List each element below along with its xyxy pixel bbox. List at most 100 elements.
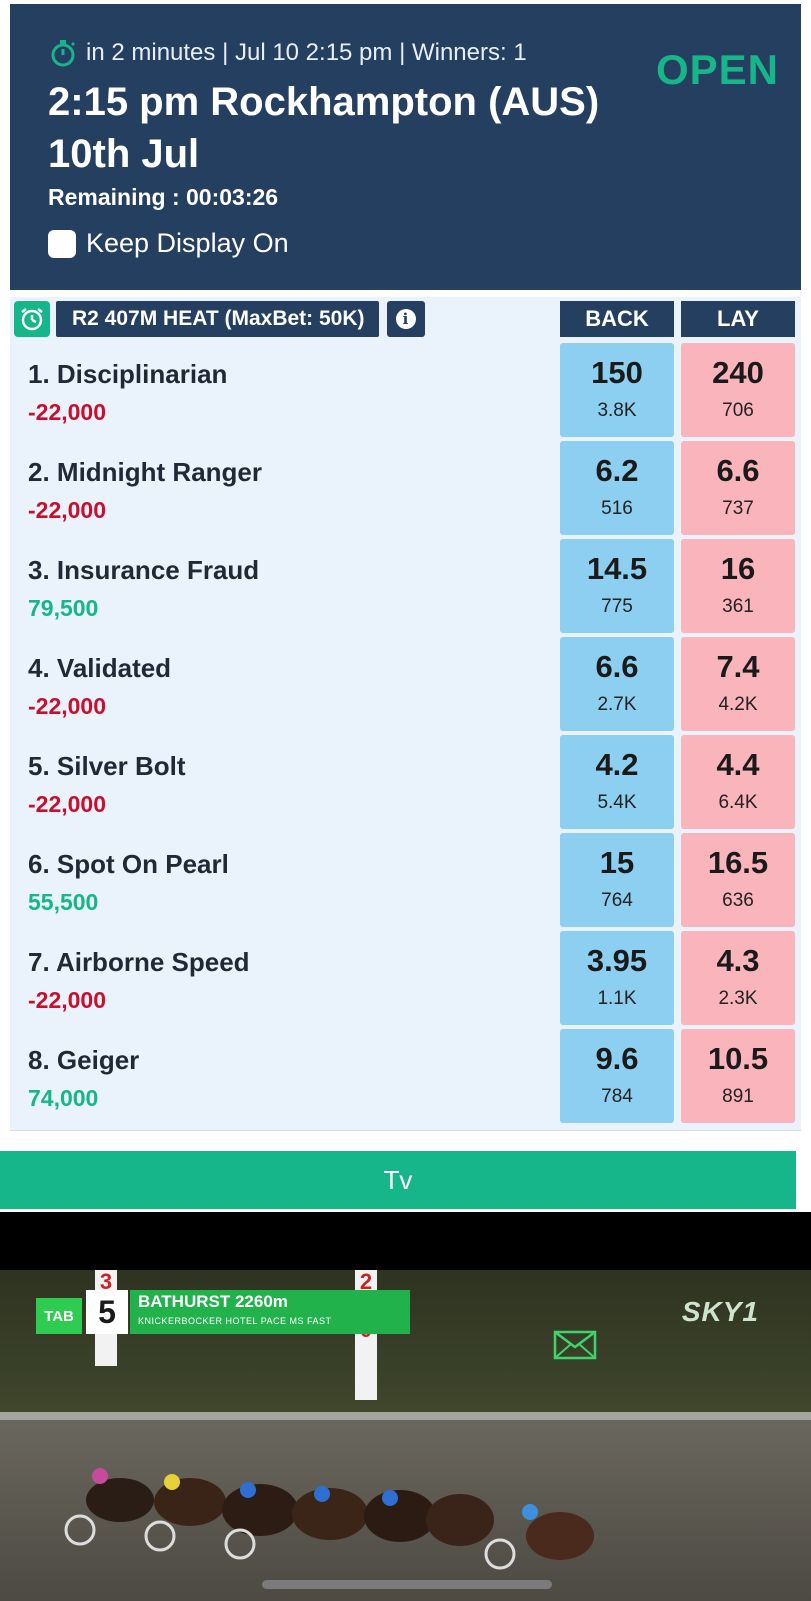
lay-price: 6.6 [716,453,760,488]
runner-row: 7. Airborne Speed -22,000 3.95 1.1K 4.3 … [10,929,801,1027]
lay-size: 6.4K [718,792,758,813]
runner-profit-loss: -22,000 [28,791,107,817]
runner-row: 1. Disciplinarian -22,000 150 3.8K 240 7… [10,341,801,439]
back-size: 5.4K [597,792,637,813]
lay-size: 706 [722,400,754,421]
tab-logo: TAB [36,1298,82,1334]
back-column-header: BACK [560,301,674,337]
lay-odds-button[interactable]: 240 706 [681,343,795,437]
market-status-badge: OPEN [655,46,779,93]
back-odds-button[interactable]: 3.95 1.1K [560,931,674,1025]
back-size: 516 [601,498,633,519]
back-odds-button[interactable]: 150 3.8K [560,343,674,437]
remaining-time: Remaining : 00:03:26 [48,184,279,210]
back-odds-button[interactable]: 15 764 [560,833,674,927]
runner-row: 5. Silver Bolt -22,000 4.2 5.4K 4.4 6.4K [10,733,801,831]
channel-logo: SKY1 [681,1296,759,1327]
home-indicator[interactable] [262,1580,552,1589]
lay-odds-button[interactable]: 10.5 891 [681,1029,795,1123]
lay-odds-button[interactable]: 4.3 2.3K [681,931,795,1025]
runner-name: 4. Validated [28,653,172,683]
lay-price: 16 [720,551,756,586]
runner-profit-loss: -22,000 [28,399,107,425]
runner-profit-loss: -22,000 [28,693,107,719]
runner-profit-loss: 55,500 [28,889,99,915]
runner-name: 3. Insurance Fraud [28,555,260,585]
lay-odds-button[interactable]: 16.5 636 [681,833,795,927]
runner-name: 7. Airborne Speed [28,947,250,977]
lay-price: 16.5 [707,845,769,880]
back-price: 3.95 [586,943,648,978]
lay-odds-button[interactable]: 16 361 [681,539,795,633]
market-meta-text: in 2 minutes | Jul 10 2:15 pm | Winners:… [86,39,527,66]
runner-name: 6. Spot On Pearl [28,849,229,879]
lay-size: 891 [722,1086,754,1107]
info-icon: i [395,309,416,329]
runner-profit-loss: 79,500 [28,595,99,621]
back-size: 764 [601,890,633,911]
race-number: 5 [86,1290,128,1334]
track-rail [0,1412,811,1420]
racing-horses-image [64,1468,594,1570]
market-header: in 2 minutes | Jul 10 2:15 pm | Winners:… [10,4,801,290]
lay-price: 7.4 [716,649,760,684]
lay-odds-button[interactable]: 4.4 6.4K [681,735,795,829]
info-button[interactable]: i [386,301,425,337]
back-price: 4.2 [595,747,639,782]
runner-row: 2. Midnight Ranger -22,000 6.2 516 6.6 7… [10,439,801,537]
back-price: 6.6 [595,649,639,684]
back-odds-button[interactable]: 6.2 516 [560,441,674,535]
race-venue: BATHURST 2260m [138,1292,288,1311]
market-meta: in 2 minutes | Jul 10 2:15 pm | Winners:… [48,38,527,68]
runner-list: 1. Disciplinarian -22,000 150 3.8K 240 7… [10,341,801,1125]
runner-row: 6. Spot On Pearl 55,500 15 764 16.5 636 [10,831,801,929]
runner-row: 8. Geiger 74,000 9.6 784 10.5 891 [10,1027,801,1125]
lay-size: 2.3K [718,988,758,1009]
runner-row: 3. Insurance Fraud 79,500 14.5 775 16 36… [10,537,801,635]
tv-button[interactable]: Tv [0,1151,796,1209]
back-size: 784 [601,1086,633,1107]
lay-price: 10.5 [707,1041,769,1076]
market-title-bar: R2 407M HEAT (MaxBet: 50K) i [14,301,425,337]
lay-odds-button[interactable]: 7.4 4.2K [681,637,795,731]
runner-profit-loss: -22,000 [28,987,107,1013]
lay-size: 4.2K [718,694,758,715]
market-panel: R2 407M HEAT (MaxBet: 50K) i BACK LAY 1.… [10,297,801,1131]
runner-name: 1. Disciplinarian [28,359,228,389]
lay-price: 240 [712,355,764,390]
runner-profit-loss: -22,000 [28,497,107,523]
lay-price: 4.3 [716,943,760,978]
back-price: 6.2 [595,453,639,488]
back-price: 150 [591,355,643,390]
back-price: 15 [599,845,635,880]
keep-display-checkbox[interactable] [48,229,76,258]
race-video-frame: 30 260 TAB 5 BATHURST 2260m KNICKERBOCKE… [0,1270,811,1601]
lay-column-header: LAY [681,301,795,337]
race-subtitle: KNICKERBOCKER HOTEL PACE MS FAST [138,1316,332,1326]
envelope-icon [553,1330,597,1360]
runner-name: 2. Midnight Ranger [28,457,262,487]
runner-name: 8. Geiger [28,1045,140,1075]
back-odds-button[interactable]: 14.5 775 [560,539,674,633]
market-title: 2:15 pm Rockhampton (AUS) 10th Jul [48,80,600,176]
back-size: 3.8K [597,400,637,421]
lay-size: 361 [722,596,754,617]
back-odds-button[interactable]: 4.2 5.4K [560,735,674,829]
race-info-banner: BATHURST 2260m KNICKERBOCKER HOTEL PACE … [130,1290,410,1334]
back-odds-button[interactable]: 9.6 784 [560,1029,674,1123]
keep-display-toggle[interactable]: Keep Display On [48,228,289,259]
lay-size: 737 [722,498,754,519]
back-price: 14.5 [586,551,648,586]
back-size: 775 [601,596,633,617]
keep-display-label: Keep Display On [86,228,289,258]
runner-row: 4. Validated -22,000 6.6 2.7K 7.4 4.2K [10,635,801,733]
lay-price: 4.4 [716,747,760,782]
back-price: 9.6 [595,1041,639,1076]
back-odds-button[interactable]: 6.6 2.7K [560,637,674,731]
alarm-clock-icon [14,301,50,337]
back-size: 1.1K [597,988,637,1009]
runner-name: 5. Silver Bolt [28,751,186,781]
back-size: 2.7K [597,694,637,715]
live-video-player[interactable]: 30 260 TAB 5 BATHURST 2260m KNICKERBOCKE… [0,1212,811,1601]
lay-odds-button[interactable]: 6.6 737 [681,441,795,535]
